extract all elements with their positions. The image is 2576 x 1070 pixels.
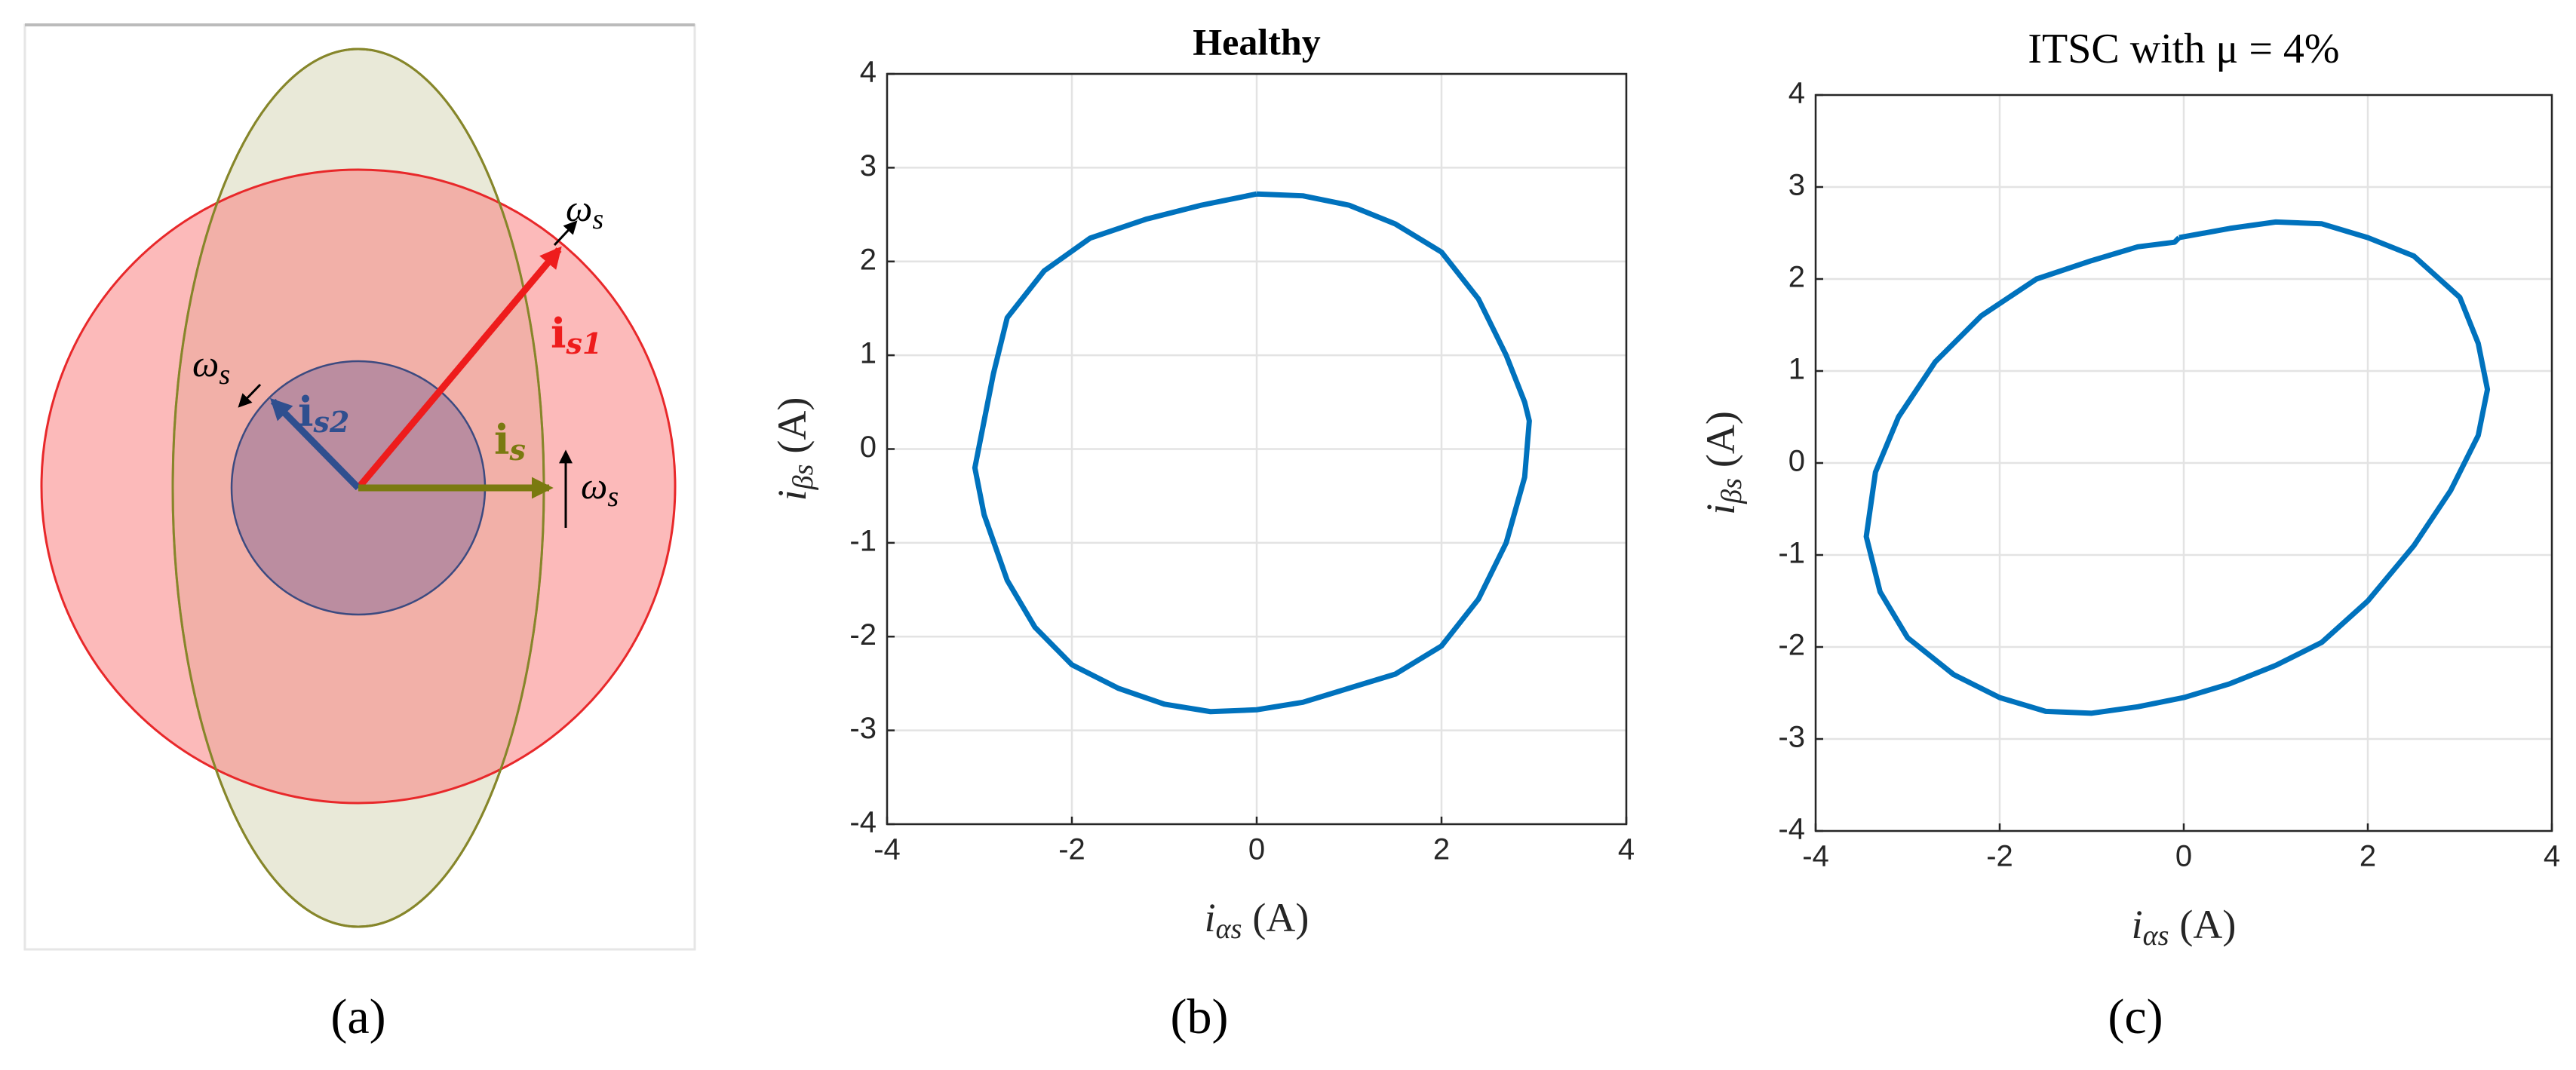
axis-label: iαs (A) bbox=[2132, 902, 2237, 951]
vector-label: is2 bbox=[298, 388, 349, 438]
chart-title: Healthy bbox=[1193, 20, 1320, 63]
axis-unit: (A) bbox=[769, 397, 815, 454]
plot-frame bbox=[886, 72, 1628, 826]
x-tick-label: -2 bbox=[1986, 840, 2013, 873]
axis-unit: (A) bbox=[2179, 902, 2236, 947]
rotation-arrow bbox=[553, 220, 578, 247]
chart-title: ITSC with μ = 4% bbox=[2028, 26, 2339, 72]
axis-symbol: i bbox=[2132, 902, 2143, 947]
axis-label: iβs (A) bbox=[1698, 411, 1747, 515]
y-tick-label: -1 bbox=[849, 524, 877, 557]
x-tick-label: 4 bbox=[1618, 833, 1635, 866]
y-tick-label: -4 bbox=[1778, 813, 1805, 846]
y-tick-label: 0 bbox=[860, 431, 877, 464]
vector-is2 bbox=[269, 397, 361, 491]
axis-symbol: i bbox=[1205, 895, 1216, 940]
plot-frame bbox=[1814, 94, 2553, 832]
axis-subscript: αs bbox=[2143, 920, 2169, 952]
vector-label: is1 bbox=[551, 309, 602, 360]
y-tick-label: 2 bbox=[860, 243, 877, 276]
panel-label: (b) bbox=[1171, 989, 1229, 1044]
y-tick-label: -2 bbox=[849, 618, 877, 652]
axis-unit: (A) bbox=[1698, 411, 1743, 468]
speed-label: ωs bbox=[566, 187, 603, 235]
axis-label: iβs (A) bbox=[769, 397, 818, 501]
x-tick-label: 2 bbox=[2360, 840, 2376, 873]
x-tick-label: -2 bbox=[1058, 833, 1085, 866]
y-tick-label: 2 bbox=[1788, 261, 1805, 294]
speed-label: ωs bbox=[581, 464, 619, 512]
y-tick-label: 1 bbox=[1788, 353, 1805, 386]
vector-is1 bbox=[355, 246, 562, 490]
vector-label: is bbox=[494, 415, 526, 466]
y-tick-label: -3 bbox=[1778, 721, 1805, 754]
axis-subscript: αs bbox=[1216, 913, 1242, 945]
data-line bbox=[972, 191, 1532, 715]
y-tick-label: -3 bbox=[849, 712, 877, 745]
x-tick-label: -4 bbox=[1802, 840, 1829, 873]
y-tick-label: -2 bbox=[1778, 629, 1805, 662]
y-tick-label: 4 bbox=[860, 56, 877, 89]
axis-subscript: βs bbox=[788, 464, 819, 491]
axis-subscript: βs bbox=[1716, 478, 1748, 504]
x-tick-label: 0 bbox=[1248, 833, 1265, 866]
axis-label: iαs (A) bbox=[1205, 895, 1309, 944]
diagram: is1 is2 is ωs ωs ωs bbox=[23, 23, 696, 951]
panel-label: (c) bbox=[2108, 989, 2163, 1044]
y-tick-label: -4 bbox=[849, 806, 877, 839]
data-line bbox=[1863, 219, 2491, 716]
axis-symbol: i bbox=[1698, 504, 1743, 515]
y-tick-label: 4 bbox=[1788, 77, 1805, 110]
y-tick-label: 3 bbox=[1788, 169, 1805, 202]
x-tick-label: -4 bbox=[874, 833, 901, 866]
axis-symbol: i bbox=[769, 489, 815, 501]
y-tick-label: -1 bbox=[1778, 537, 1805, 570]
panel-label: (a) bbox=[330, 989, 385, 1044]
y-tick-label: 0 bbox=[1788, 445, 1805, 478]
x-tick-label: 2 bbox=[1433, 833, 1450, 866]
y-tick-label: 3 bbox=[860, 149, 877, 182]
x-tick-label: 4 bbox=[2544, 840, 2560, 873]
rotation-arrow bbox=[238, 383, 262, 408]
y-tick-label: 1 bbox=[860, 337, 877, 370]
speed-label: ωs bbox=[192, 342, 230, 390]
x-tick-label: 0 bbox=[2175, 840, 2192, 873]
axis-unit: (A) bbox=[1252, 895, 1309, 940]
